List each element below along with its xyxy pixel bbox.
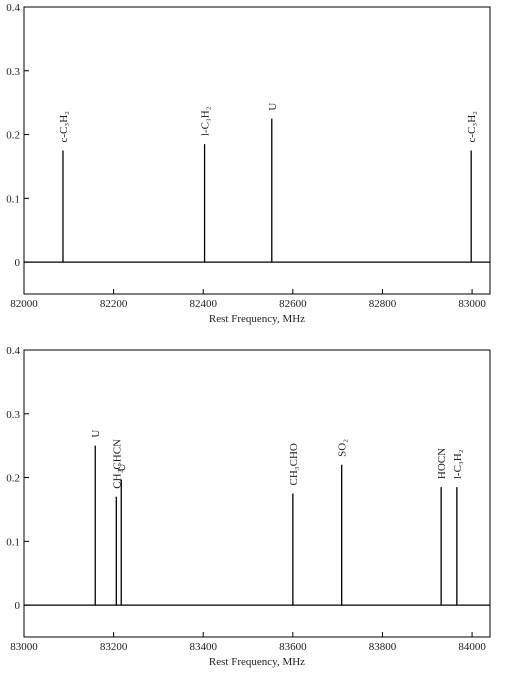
- x-axis-label: Rest Frequency, MHz: [209, 656, 305, 668]
- x-tick-label: 82000: [10, 298, 38, 310]
- x-tick-label: 83400: [189, 641, 217, 653]
- y-tick-label: 0.2: [6, 130, 20, 142]
- line-label: c-C₃H₂: [58, 111, 70, 143]
- y-tick-label: 0: [15, 257, 21, 269]
- x-tick-label: 82200: [100, 298, 128, 310]
- line-label: CH₂CHCN: [111, 439, 123, 489]
- y-tick-label: 0.1: [6, 193, 20, 205]
- y-tick-label: 0.2: [6, 473, 20, 485]
- line-label: HOCN: [436, 448, 448, 479]
- line-label: c-C₃H₂: [466, 111, 478, 143]
- x-tick-label: 84000: [458, 641, 486, 653]
- y-tick-label: 0.4: [6, 345, 20, 357]
- x-axis-label: Rest Frequency, MHz: [209, 313, 305, 325]
- x-tick-label: 83800: [369, 641, 397, 653]
- line-label: CH₃CHO: [288, 443, 300, 485]
- x-tick-label: 83000: [458, 298, 486, 310]
- plot-frame: [23, 6, 491, 295]
- line-label: SO₂: [337, 439, 349, 457]
- line-label: l-C₃H₂: [452, 449, 464, 479]
- x-tick-label: 83200: [100, 641, 128, 653]
- x-tick-label: 83600: [279, 641, 307, 653]
- line-label: U: [116, 463, 128, 471]
- y-tick-label: 0.4: [6, 2, 20, 14]
- x-tick-label: 82400: [189, 298, 217, 310]
- y-tick-label: 0: [15, 600, 21, 612]
- x-tick-label: 82800: [369, 298, 397, 310]
- y-tick-label: 0.3: [6, 66, 20, 78]
- line-label: U: [267, 103, 279, 111]
- plot-frame: [23, 349, 491, 638]
- line-label: U: [90, 430, 102, 438]
- line-label: l-C₃H₂: [200, 106, 212, 136]
- x-tick-label: 83000: [10, 641, 38, 653]
- y-tick-label: 0.3: [6, 409, 20, 421]
- x-tick-label: 82600: [279, 298, 307, 310]
- y-tick-label: 0.1: [6, 536, 20, 548]
